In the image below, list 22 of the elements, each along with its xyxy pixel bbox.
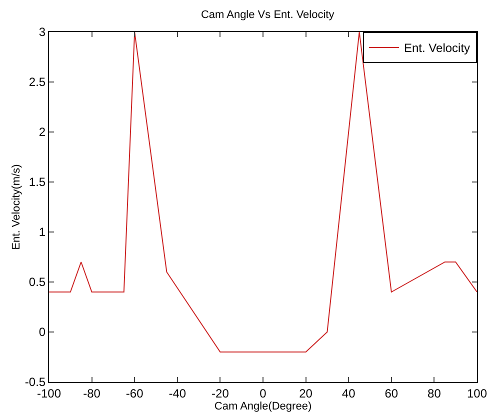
x-tick-label: -80 — [83, 386, 101, 400]
x-tick-label: 80 — [428, 386, 442, 400]
x-tick-label: -20 — [212, 386, 230, 400]
y-tick-label: 1 — [38, 225, 46, 240]
y-tick-label: 0 — [38, 325, 46, 340]
y-tick-label: 2 — [38, 125, 46, 140]
x-tick-label: 60 — [384, 386, 398, 400]
y-tick-label: 0.5 — [28, 275, 46, 290]
x-tick-label: 40 — [342, 386, 356, 400]
x-tick-label: -40 — [168, 386, 186, 400]
x-axis-title: Cam Angle(Degree) — [214, 400, 312, 413]
y-tick-label: 3 — [38, 25, 46, 40]
x-tick-label: 0 — [260, 386, 267, 400]
line-series — [49, 32, 477, 352]
x-tick-label: 20 — [299, 386, 313, 400]
y-axis-title: Ent. Velocity(m/s) — [10, 164, 23, 250]
chart-title: Cam Angle Vs Ent. Velocity — [200, 9, 335, 22]
y-tick-label: 2.5 — [28, 75, 46, 90]
y-tick-label: 1.5 — [28, 175, 46, 190]
x-tick-label: 100 — [466, 386, 488, 400]
x-tick-label: -60 — [126, 386, 144, 400]
legend-label: Ent. Velocity — [404, 41, 470, 56]
